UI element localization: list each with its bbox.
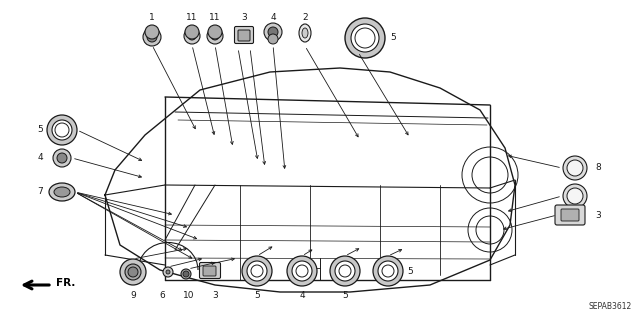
Text: 4: 4 [270, 13, 276, 23]
Text: 5: 5 [407, 266, 413, 276]
Circle shape [52, 120, 72, 140]
Text: 10: 10 [183, 291, 195, 300]
Text: 8: 8 [595, 164, 601, 173]
Text: 9: 9 [130, 291, 136, 300]
Circle shape [351, 24, 379, 52]
Text: FR.: FR. [56, 278, 76, 288]
Circle shape [53, 149, 71, 167]
Ellipse shape [302, 28, 308, 38]
Text: 6: 6 [159, 291, 165, 300]
Circle shape [145, 25, 159, 39]
Text: 1: 1 [149, 13, 155, 23]
Circle shape [181, 269, 191, 279]
Circle shape [247, 261, 267, 281]
Circle shape [563, 184, 587, 208]
Circle shape [207, 28, 223, 44]
Circle shape [335, 261, 355, 281]
FancyBboxPatch shape [238, 30, 250, 41]
Text: 4: 4 [37, 153, 43, 162]
Text: 2: 2 [302, 13, 308, 23]
Circle shape [166, 270, 170, 274]
Circle shape [128, 267, 138, 277]
Circle shape [268, 27, 278, 37]
Circle shape [563, 156, 587, 180]
Circle shape [120, 259, 146, 285]
Circle shape [125, 264, 141, 280]
Circle shape [567, 188, 583, 204]
Text: 5: 5 [37, 125, 43, 135]
Circle shape [208, 25, 222, 39]
Circle shape [378, 261, 398, 281]
FancyBboxPatch shape [561, 209, 579, 221]
Circle shape [184, 28, 200, 44]
Text: 5: 5 [390, 33, 396, 42]
Circle shape [211, 32, 219, 40]
Circle shape [567, 160, 583, 176]
Ellipse shape [54, 187, 70, 197]
Text: SEPAB3612: SEPAB3612 [589, 302, 632, 311]
Circle shape [188, 32, 196, 40]
Circle shape [345, 18, 385, 58]
Circle shape [242, 256, 272, 286]
Text: 7: 7 [37, 188, 43, 197]
Circle shape [373, 256, 403, 286]
FancyBboxPatch shape [200, 263, 221, 278]
Text: 3: 3 [595, 211, 601, 219]
Circle shape [268, 34, 278, 44]
Circle shape [185, 25, 199, 39]
Circle shape [264, 23, 282, 41]
Text: 4: 4 [299, 291, 305, 300]
FancyBboxPatch shape [555, 205, 585, 225]
Circle shape [330, 256, 360, 286]
FancyBboxPatch shape [203, 266, 216, 276]
Text: 3: 3 [241, 13, 247, 23]
Circle shape [57, 153, 67, 163]
Text: 11: 11 [186, 13, 198, 23]
Circle shape [287, 256, 317, 286]
Ellipse shape [49, 183, 75, 201]
Text: 11: 11 [209, 13, 221, 23]
Text: 3: 3 [212, 291, 218, 300]
Circle shape [183, 271, 189, 277]
Circle shape [163, 267, 173, 277]
Text: 5: 5 [254, 291, 260, 300]
Circle shape [143, 28, 161, 46]
Ellipse shape [299, 24, 311, 42]
Text: 5: 5 [342, 291, 348, 300]
Circle shape [147, 32, 157, 42]
Circle shape [292, 261, 312, 281]
Circle shape [47, 115, 77, 145]
FancyBboxPatch shape [234, 26, 253, 43]
